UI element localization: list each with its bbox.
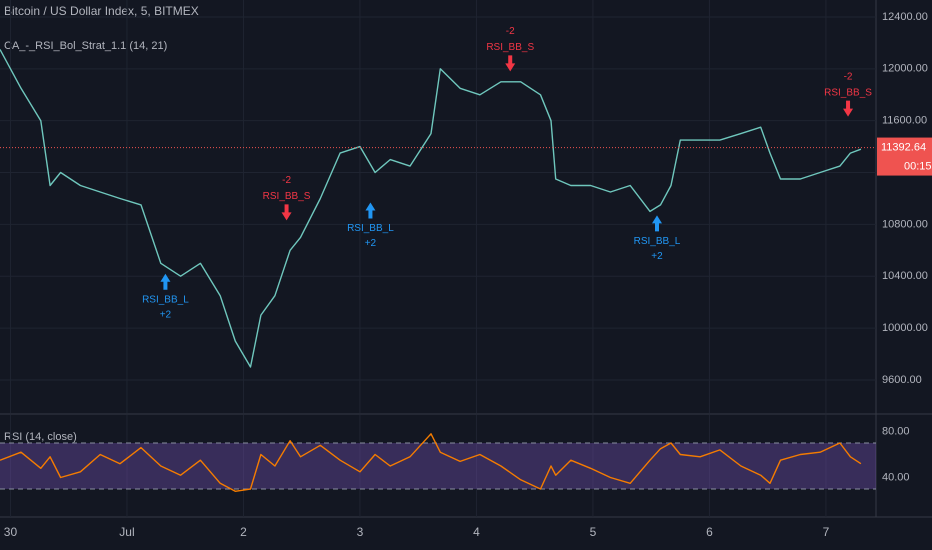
countdown-label: 00:15 xyxy=(904,160,932,172)
y-tick-label: 10400.00 xyxy=(882,270,928,282)
signal-label: RSI_BB_L xyxy=(634,236,681,247)
signal-qty: +2 xyxy=(160,309,172,320)
x-tick-label: 6 xyxy=(706,525,713,539)
last-price-label: 11392.64 xyxy=(881,141,926,153)
signal-qty: -2 xyxy=(844,71,853,82)
x-tick-label: Jul xyxy=(119,525,134,539)
signal-arrow xyxy=(160,273,171,290)
last-price-box xyxy=(877,137,932,176)
signal-label: RSI_BB_S xyxy=(263,191,311,202)
x-tick-label: 2 xyxy=(240,525,247,539)
indicator-label: CA_-_RSI_Bol_Strat_1.1 (14, 21) xyxy=(4,40,167,52)
signal-arrow xyxy=(652,215,662,232)
y-tick-label: 40.00 xyxy=(882,471,910,483)
y-tick-label: 9600.00 xyxy=(882,374,922,386)
signal-label: RSI_BB_L xyxy=(347,223,394,234)
x-tick-label: 30 xyxy=(4,525,18,539)
series-line xyxy=(0,49,862,368)
series-line xyxy=(0,433,862,492)
signal-arrow xyxy=(281,204,292,221)
signal-label: RSI_BB_S xyxy=(824,87,872,98)
signal-qty: -2 xyxy=(506,26,515,37)
signal-qty: -2 xyxy=(282,175,291,186)
rsi-label: RSI (14, close) xyxy=(4,431,77,443)
y-tick-label: 12400.00 xyxy=(882,11,928,23)
x-tick-label: 5 xyxy=(590,525,597,539)
signal-arrow xyxy=(505,55,516,72)
y-tick-label: 10800.00 xyxy=(882,218,928,230)
signal-label: RSI_BB_L xyxy=(142,294,189,305)
y-tick-label: 11600.00 xyxy=(882,115,927,127)
chart-title: Bitcoin / US Dollar Index, 5, BITMEX xyxy=(4,4,199,18)
signal-qty: +2 xyxy=(365,238,377,249)
signal-qty: +2 xyxy=(651,251,663,262)
x-tick-label: 4 xyxy=(473,525,480,539)
x-tick-label: 3 xyxy=(357,525,364,539)
signal-arrow xyxy=(365,202,376,219)
rsi-band xyxy=(0,442,876,490)
y-tick-label: 80.00 xyxy=(882,425,910,437)
y-tick-label: 12000.00 xyxy=(882,63,928,75)
signal-arrow xyxy=(843,100,854,117)
x-tick-label: 7 xyxy=(823,525,830,539)
signal-label: RSI_BB_S xyxy=(486,42,534,53)
y-tick-label: 10000.00 xyxy=(882,322,928,334)
